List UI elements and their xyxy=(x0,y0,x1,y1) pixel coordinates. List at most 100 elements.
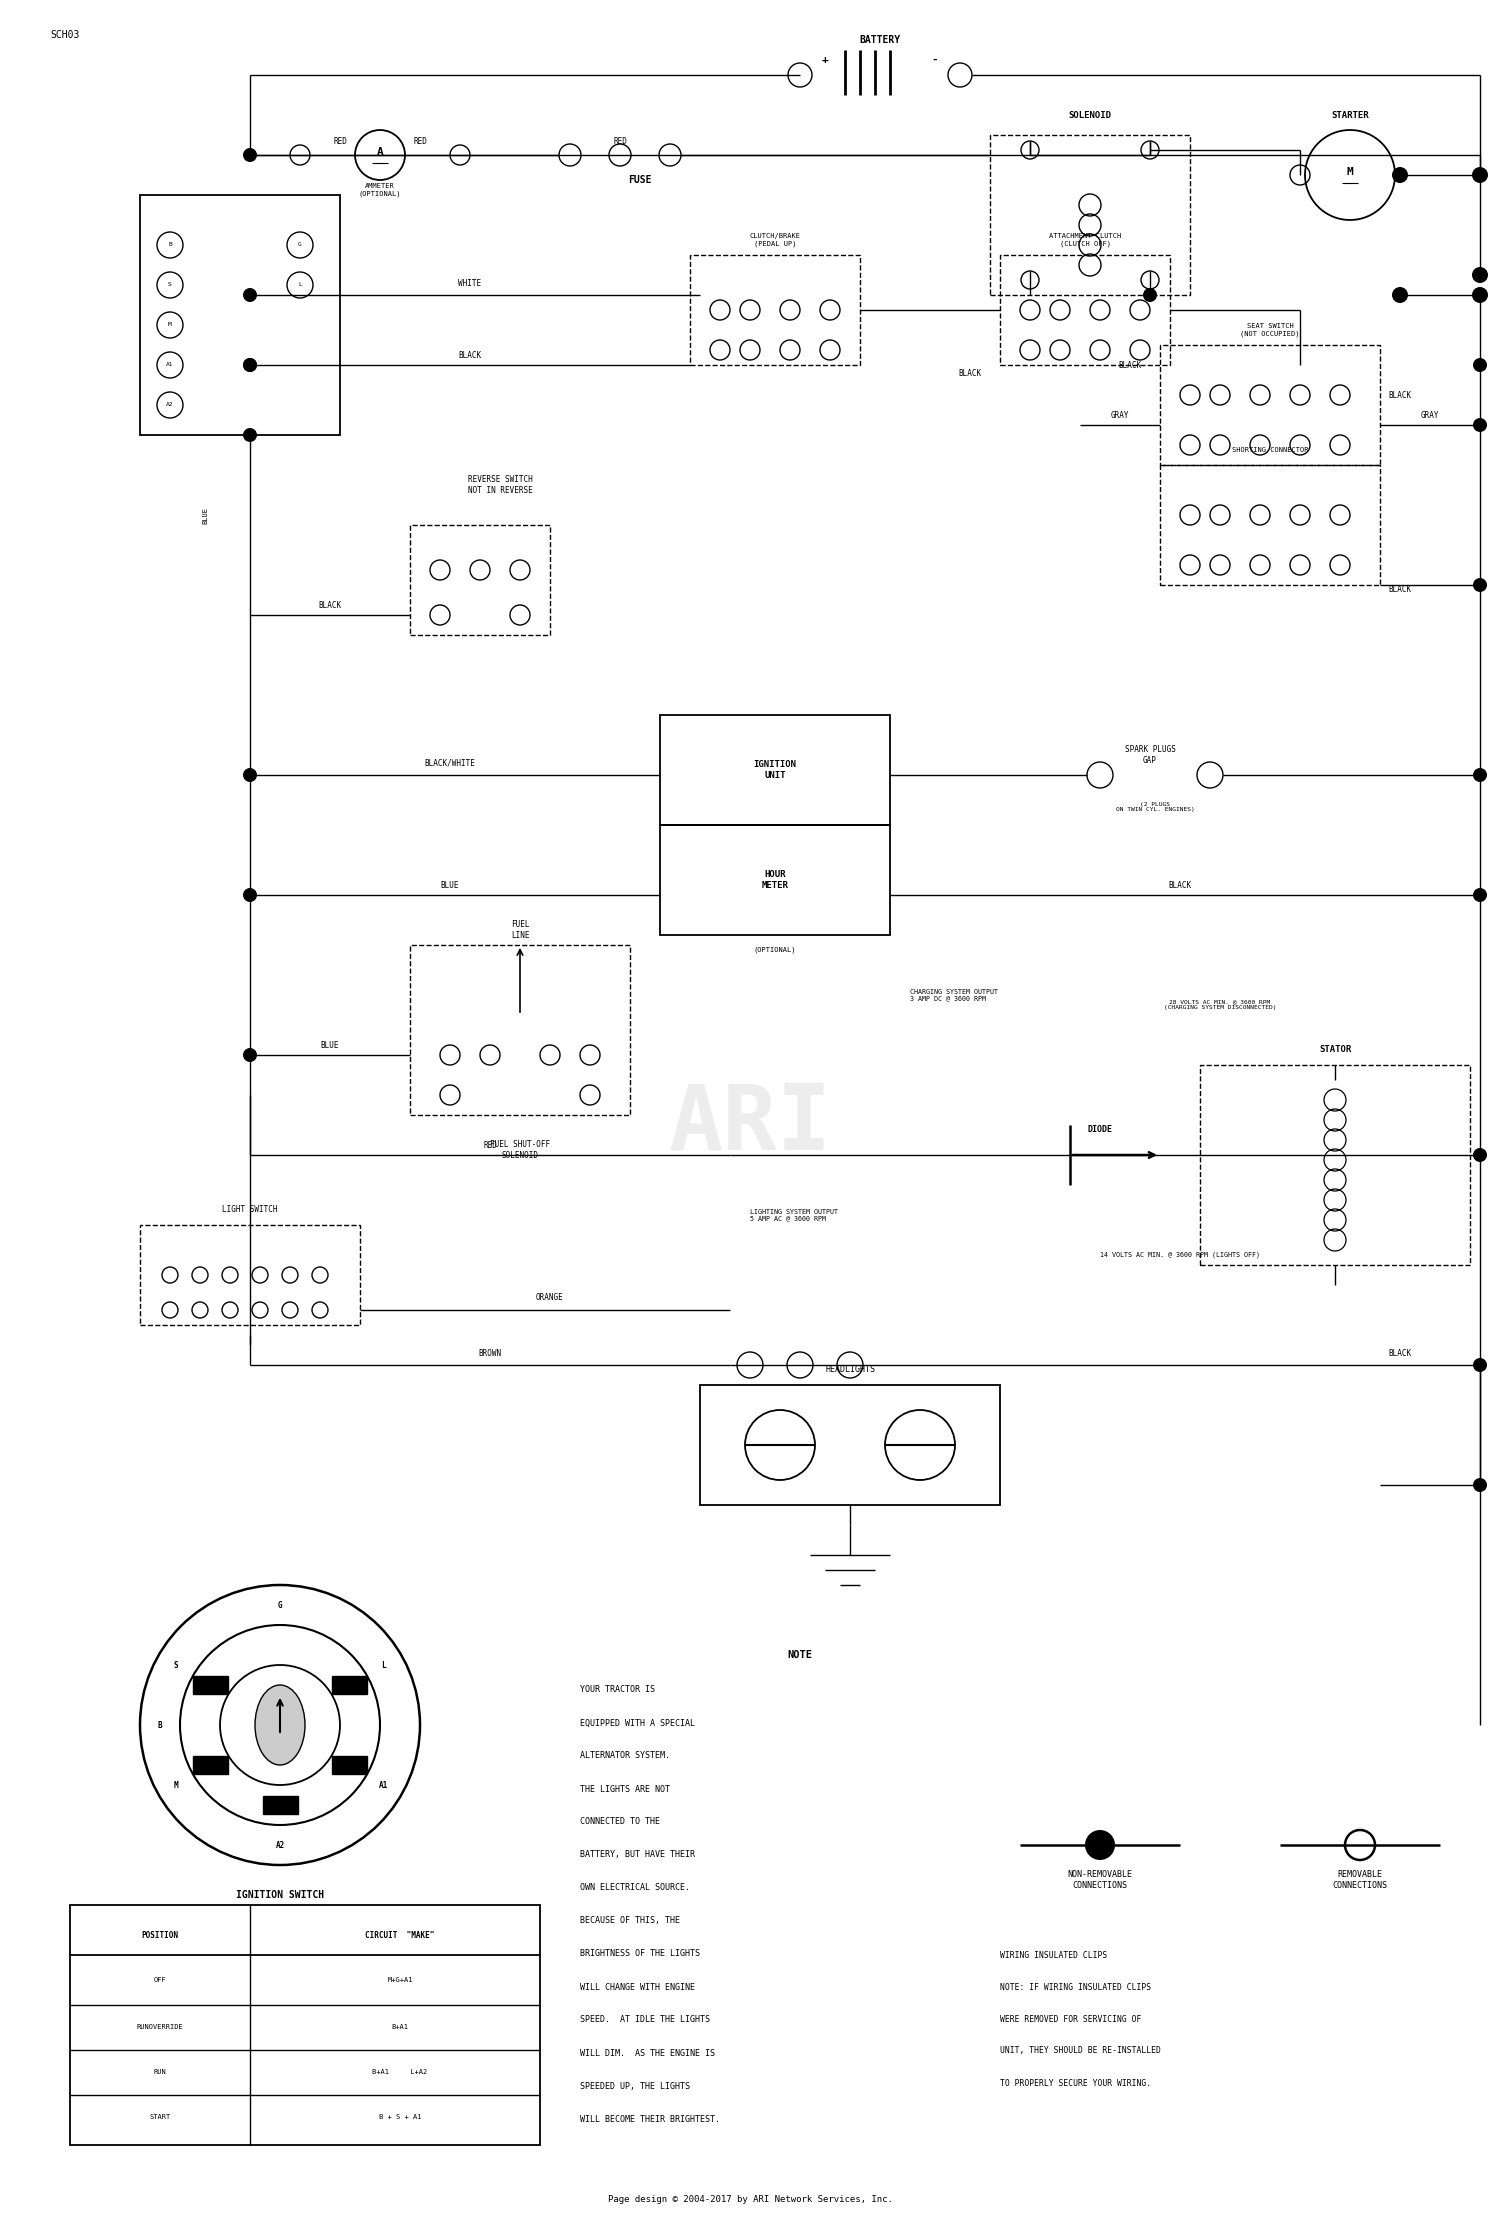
Text: L: L xyxy=(298,283,302,287)
Text: A1: A1 xyxy=(166,363,174,367)
Text: WILL DIM.  AS THE ENGINE IS: WILL DIM. AS THE ENGINE IS xyxy=(580,2049,716,2058)
Text: BLACK: BLACK xyxy=(459,352,482,360)
Text: BLACK: BLACK xyxy=(1168,881,1191,890)
Circle shape xyxy=(243,358,256,372)
Bar xyxy=(194,1675,228,1693)
Text: RED: RED xyxy=(614,138,627,147)
Text: UNIT, THEY SHOULD BE RE-INSTALLED: UNIT, THEY SHOULD BE RE-INSTALLED xyxy=(1000,2047,1161,2056)
Text: REMOVABLE
CONNECTIONS: REMOVABLE CONNECTIONS xyxy=(1332,1871,1388,1889)
Text: SEAT SWITCH
(NOT OCCUPIED): SEAT SWITCH (NOT OCCUPIED) xyxy=(1240,323,1299,336)
Text: BLUE: BLUE xyxy=(321,1041,339,1050)
Bar xyxy=(990,136,1190,296)
Text: TO PROPERLY SECURE YOUR WIRING.: TO PROPERLY SECURE YOUR WIRING. xyxy=(1000,2078,1150,2087)
Bar xyxy=(262,1796,297,1813)
Text: (2 PLUGS
ON TWIN CYL. ENGINES): (2 PLUGS ON TWIN CYL. ENGINES) xyxy=(1116,801,1194,812)
Bar xyxy=(70,1905,540,2145)
Bar xyxy=(660,714,890,825)
Text: Page design © 2004-2017 by ARI Network Services, Inc.: Page design © 2004-2017 by ARI Network S… xyxy=(608,2196,892,2205)
Text: STATOR: STATOR xyxy=(1318,1046,1352,1055)
Text: RUN: RUN xyxy=(153,2069,166,2076)
Text: HEADLIGHTS: HEADLIGHTS xyxy=(825,1366,874,1375)
Text: YOUR TRACTOR IS: YOUR TRACTOR IS xyxy=(580,1687,656,1695)
Text: WHITE: WHITE xyxy=(459,278,482,287)
Text: IGNITION SWITCH: IGNITION SWITCH xyxy=(236,1889,324,1900)
Circle shape xyxy=(243,1048,256,1061)
Text: BLACK: BLACK xyxy=(1119,360,1142,369)
Text: GRAY: GRAY xyxy=(1420,409,1440,421)
Text: M: M xyxy=(168,323,172,327)
Text: SPEEDED UP, THE LIGHTS: SPEEDED UP, THE LIGHTS xyxy=(580,2083,690,2091)
Circle shape xyxy=(1473,888,1486,901)
Text: B: B xyxy=(168,243,172,247)
Text: RED: RED xyxy=(413,138,428,147)
Text: SHORTING CONNECTOR: SHORTING CONNECTOR xyxy=(1232,447,1308,454)
Text: GRAY: GRAY xyxy=(1110,409,1130,421)
Text: SPARK PLUGS
GAP: SPARK PLUGS GAP xyxy=(1125,745,1176,765)
Text: BLUE: BLUE xyxy=(202,507,208,523)
Text: WERE REMOVED FOR SERVICING OF: WERE REMOVED FOR SERVICING OF xyxy=(1000,2014,1142,2023)
Text: A: A xyxy=(376,147,384,158)
Circle shape xyxy=(1473,418,1486,432)
Text: RED: RED xyxy=(333,138,346,147)
Text: FUEL SHUT-OFF
SOLENOID: FUEL SHUT-OFF SOLENOID xyxy=(490,1139,550,1159)
Text: 14 VOLTS AC MIN. @ 3600 RPM (LIGHTS OFF): 14 VOLTS AC MIN. @ 3600 RPM (LIGHTS OFF) xyxy=(1100,1253,1260,1259)
Circle shape xyxy=(1473,768,1486,781)
Text: RUNOVERRIDE: RUNOVERRIDE xyxy=(136,2025,183,2029)
Circle shape xyxy=(1084,1829,1114,1860)
Text: BROWN: BROWN xyxy=(478,1348,501,1357)
Text: EQUIPPED WITH A SPECIAL: EQUIPPED WITH A SPECIAL xyxy=(580,1718,694,1727)
Text: BATTERY: BATTERY xyxy=(859,36,900,44)
Bar xyxy=(332,1756,368,1773)
Text: S: S xyxy=(168,283,172,287)
Text: +: + xyxy=(822,56,828,65)
Text: B: B xyxy=(158,1720,162,1729)
Bar xyxy=(194,1756,228,1773)
Text: NOTE: IF WIRING INSULATED CLIPS: NOTE: IF WIRING INSULATED CLIPS xyxy=(1000,1982,1150,1991)
Text: S: S xyxy=(174,1660,178,1669)
Text: OWN ELECTRICAL SOURCE.: OWN ELECTRICAL SOURCE. xyxy=(580,1885,690,1893)
Text: BECAUSE OF THIS, THE: BECAUSE OF THIS, THE xyxy=(580,1916,680,1925)
Bar xyxy=(1160,345,1380,465)
Text: CONNECTED TO THE: CONNECTED TO THE xyxy=(580,1818,660,1827)
Text: REVERSE SWITCH
NOT IN REVERSE: REVERSE SWITCH NOT IN REVERSE xyxy=(468,476,532,494)
Circle shape xyxy=(243,888,256,901)
Bar xyxy=(410,946,630,1115)
Circle shape xyxy=(1473,358,1486,372)
Text: A2: A2 xyxy=(276,1840,285,1849)
Text: BATTERY, BUT HAVE THEIR: BATTERY, BUT HAVE THEIR xyxy=(580,1851,694,1860)
Text: A1: A1 xyxy=(380,1780,388,1789)
Text: SPEED.  AT IDLE THE LIGHTS: SPEED. AT IDLE THE LIGHTS xyxy=(580,2016,710,2025)
Text: LIGHTING SYSTEM OUTPUT
5 AMP AC @ 3600 RPM: LIGHTING SYSTEM OUTPUT 5 AMP AC @ 3600 R… xyxy=(750,1208,839,1222)
Text: LIGHT SWITCH: LIGHT SWITCH xyxy=(222,1206,278,1215)
Text: BLACK/WHITE: BLACK/WHITE xyxy=(424,759,476,768)
Text: AMMETER
(OPTIONAL): AMMETER (OPTIONAL) xyxy=(358,182,402,196)
Text: L: L xyxy=(381,1660,386,1669)
Circle shape xyxy=(243,149,256,162)
Text: IGNITION
UNIT: IGNITION UNIT xyxy=(753,761,796,779)
Text: M+G+A1: M+G+A1 xyxy=(387,1978,412,1982)
Bar xyxy=(140,196,340,436)
Text: BLUE: BLUE xyxy=(441,881,459,890)
Text: FUEL
LINE: FUEL LINE xyxy=(510,921,530,939)
Bar xyxy=(1160,465,1380,585)
Circle shape xyxy=(1392,287,1408,303)
Text: POSITION: POSITION xyxy=(141,1931,178,1940)
Bar xyxy=(140,1226,360,1326)
Circle shape xyxy=(1472,267,1488,283)
Text: RED: RED xyxy=(483,1141,496,1150)
Text: BLACK: BLACK xyxy=(318,601,342,610)
Circle shape xyxy=(1392,167,1408,182)
Text: B+A1: B+A1 xyxy=(392,2025,408,2029)
Text: FUSE: FUSE xyxy=(628,176,651,185)
Circle shape xyxy=(243,358,256,372)
Text: G: G xyxy=(298,243,302,247)
Bar xyxy=(332,1675,368,1693)
Text: CIRCUIT  "MAKE": CIRCUIT "MAKE" xyxy=(366,1931,435,1940)
Circle shape xyxy=(243,287,256,303)
Text: OFF: OFF xyxy=(153,1978,166,1982)
Text: STARTER: STARTER xyxy=(1330,111,1370,120)
Text: A2: A2 xyxy=(166,403,174,407)
Bar xyxy=(1000,256,1170,365)
Text: (OPTIONAL): (OPTIONAL) xyxy=(753,948,796,952)
Text: BLACK: BLACK xyxy=(1389,585,1411,594)
